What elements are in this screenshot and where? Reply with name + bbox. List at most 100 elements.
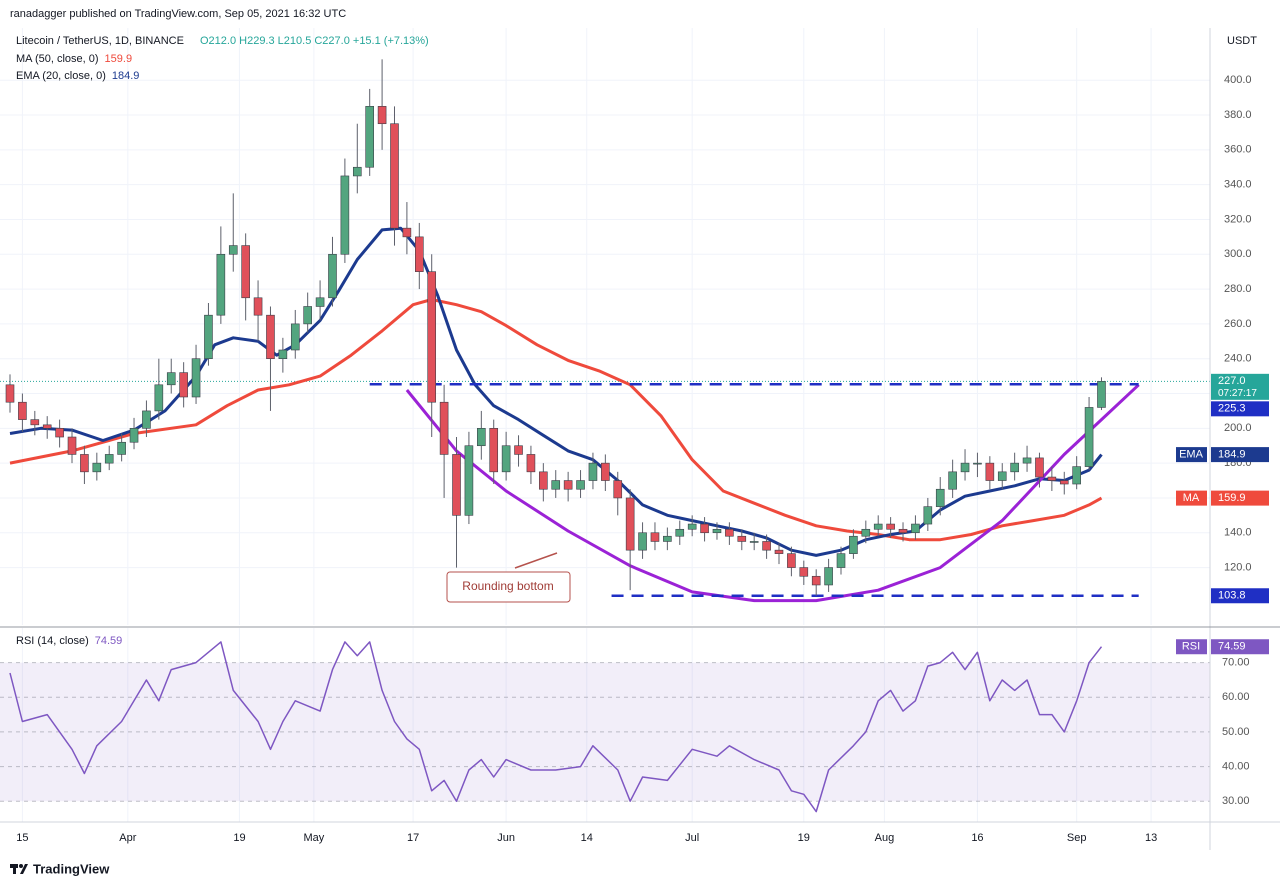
annotation-box bbox=[446, 571, 571, 603]
candle-body bbox=[923, 506, 933, 525]
candle-body bbox=[142, 410, 151, 429]
candle-body bbox=[613, 480, 623, 499]
legend-name: RSI (14, close) bbox=[16, 635, 89, 647]
x-tick-label: 16 bbox=[971, 832, 983, 844]
ohlc: O212.0 H229.3 L210.5 C227.0 +15.1 (+7.13… bbox=[200, 35, 429, 47]
published: ranadagger published on TradingView.com,… bbox=[10, 8, 346, 20]
candle-body bbox=[179, 372, 188, 398]
level-tag: 225.3 bbox=[1218, 403, 1246, 415]
candle-body bbox=[1059, 480, 1069, 485]
line-tag-label-box bbox=[1176, 447, 1207, 463]
candle-body bbox=[439, 401, 449, 455]
x-tick-label: Sep bbox=[1067, 832, 1087, 844]
candle-body bbox=[278, 349, 288, 359]
candle-body bbox=[104, 454, 114, 464]
candle-body bbox=[303, 306, 312, 325]
candle-body bbox=[216, 253, 226, 316]
candle-body bbox=[80, 454, 89, 473]
y-tick-label: 320.0 bbox=[1224, 213, 1252, 225]
y-tick-label: 120.0 bbox=[1224, 561, 1252, 573]
candle-body bbox=[638, 532, 647, 551]
brand: TradingView bbox=[33, 861, 110, 876]
line-tag-value: 184.9 bbox=[1218, 449, 1246, 461]
candle-body bbox=[1084, 407, 1094, 467]
y-tick-label: 340.0 bbox=[1224, 179, 1252, 191]
y-tick-label: 30.00 bbox=[1222, 795, 1250, 807]
y-tick-label: 300.0 bbox=[1224, 248, 1252, 260]
candle-body bbox=[92, 462, 102, 473]
candle-body bbox=[985, 462, 995, 481]
last-price-tag: 227.0 bbox=[1218, 375, 1246, 387]
x-tick-label: Apr bbox=[119, 832, 136, 844]
y-tick-label: 70.00 bbox=[1222, 657, 1250, 669]
candle-body bbox=[551, 480, 561, 490]
x-tick-label: 14 bbox=[581, 832, 593, 844]
candle-body bbox=[625, 497, 635, 551]
candle-body bbox=[539, 471, 548, 490]
level-tag-box bbox=[1211, 588, 1269, 604]
candle-body bbox=[390, 123, 399, 229]
candle-body bbox=[191, 358, 201, 398]
candle-body bbox=[700, 523, 709, 534]
logo bbox=[10, 864, 28, 874]
candle-body bbox=[948, 471, 957, 490]
candle-body bbox=[601, 462, 610, 481]
candle-body bbox=[762, 541, 771, 551]
y-tick-label: 40.00 bbox=[1222, 760, 1250, 772]
candle-body bbox=[352, 166, 362, 177]
candle-body bbox=[30, 419, 40, 426]
y-tick-label: 200.0 bbox=[1224, 422, 1252, 434]
candle-body bbox=[228, 245, 238, 255]
candle-body bbox=[799, 567, 809, 577]
moving-average bbox=[9, 298, 1103, 542]
candle-body bbox=[489, 428, 499, 473]
candle-body bbox=[402, 227, 412, 238]
candle-body bbox=[824, 567, 833, 586]
candle-body bbox=[452, 454, 461, 516]
candle-body bbox=[886, 523, 895, 530]
candle-body bbox=[340, 175, 350, 255]
candle-body bbox=[774, 549, 784, 554]
candle-body bbox=[1097, 381, 1106, 408]
symbol-title: Litecoin / TetherUS, 1D, BINANCE bbox=[16, 35, 184, 47]
candle-body bbox=[749, 541, 759, 543]
candle-body bbox=[415, 236, 424, 272]
candle-body bbox=[712, 528, 722, 534]
legend-value: 184.9 bbox=[112, 70, 140, 82]
candle-body bbox=[241, 245, 250, 299]
candle-body bbox=[117, 441, 126, 455]
x-tick-label: 13 bbox=[1145, 832, 1157, 844]
last-price-tag-box bbox=[1211, 373, 1269, 400]
x-tick-label: Aug bbox=[875, 832, 895, 844]
line-tag-label-box bbox=[1176, 490, 1207, 506]
candle-body bbox=[377, 106, 387, 125]
candle-body bbox=[204, 314, 213, 359]
candle-body bbox=[67, 436, 77, 455]
candle-body bbox=[849, 535, 858, 554]
line-tag-label: EMA bbox=[1179, 449, 1204, 461]
candle-body bbox=[687, 523, 697, 530]
x-tick-label: Jul bbox=[685, 832, 699, 844]
logo-mark bbox=[20, 864, 28, 874]
x-tick-label: Jun bbox=[497, 832, 515, 844]
candle-body bbox=[464, 445, 474, 516]
x-tick-label: 15 bbox=[16, 832, 28, 844]
candle-body bbox=[328, 253, 337, 299]
candle-body bbox=[737, 535, 747, 542]
candle-body bbox=[973, 462, 982, 465]
candle-body bbox=[787, 553, 796, 568]
candle-body bbox=[129, 428, 139, 443]
annotation: Rounding bottom bbox=[446, 552, 571, 603]
y-tick-label: 140.0 bbox=[1224, 527, 1252, 539]
y-tick-label: 50.00 bbox=[1222, 726, 1250, 738]
price-pane bbox=[0, 28, 1210, 625]
line-tag-label: MA bbox=[1183, 492, 1200, 504]
candle-body bbox=[42, 424, 52, 429]
candle-body bbox=[290, 323, 300, 351]
last-price-tag-countdown: 07:27:17 bbox=[1218, 388, 1257, 399]
candle-body bbox=[315, 297, 325, 307]
rsi-tag-value-box bbox=[1211, 639, 1269, 655]
candle-body bbox=[898, 528, 908, 534]
legend-name: EMA (20, close, 0) bbox=[16, 70, 106, 82]
